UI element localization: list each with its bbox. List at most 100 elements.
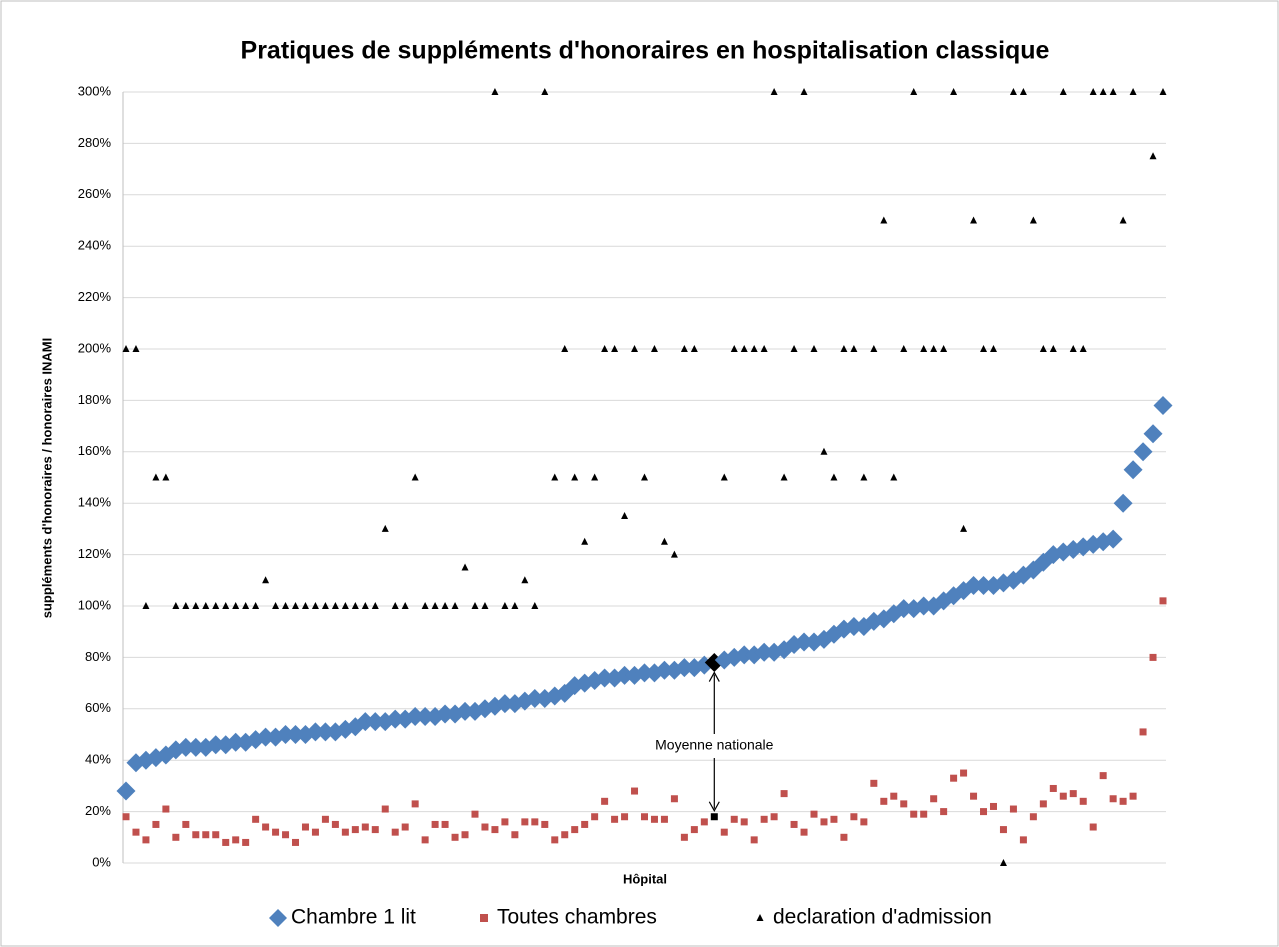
point-triangle [232, 602, 240, 609]
point-square [571, 826, 579, 834]
point-square [381, 805, 389, 813]
point-triangle [780, 473, 788, 481]
point-triangle [561, 345, 569, 352]
point-diamond [1123, 460, 1143, 480]
point-square [770, 813, 778, 821]
point-square [750, 836, 758, 844]
point-triangle [212, 602, 220, 609]
point-square [561, 831, 569, 839]
point-triangle [900, 345, 908, 352]
point-triangle [740, 345, 748, 352]
point-square [1029, 813, 1037, 821]
point-diamond [734, 645, 754, 665]
point-square [1099, 772, 1107, 780]
point-triangle [202, 602, 210, 609]
point-square [272, 828, 280, 836]
point-triangle [282, 602, 290, 609]
point-diamond [305, 722, 325, 742]
point-square [152, 820, 160, 828]
point-triangle [331, 602, 339, 609]
point-triangle [690, 345, 698, 352]
point-triangle [222, 602, 230, 609]
point-square [660, 815, 668, 823]
point-square [511, 831, 519, 839]
point-triangle [521, 576, 529, 584]
point-diamond [635, 663, 654, 683]
point-diamond [615, 665, 635, 685]
point-triangle [361, 602, 369, 609]
point-diamond [365, 712, 385, 732]
point-square [252, 815, 260, 823]
point-diamond [385, 709, 405, 729]
annotation-arrowhead [708, 671, 720, 682]
point-triangle [890, 473, 898, 481]
point-diamond [1143, 424, 1163, 444]
point-square [401, 823, 409, 831]
point-square [262, 823, 270, 831]
point-triangle [790, 345, 798, 352]
point-triangle [501, 602, 509, 609]
point-triangle [511, 602, 519, 609]
point-square [1039, 800, 1047, 808]
point-square [411, 800, 419, 808]
point-square [122, 813, 130, 821]
point-square [182, 820, 190, 828]
y-axis-label: suppléments d'honoraires / honoraires IN… [39, 338, 54, 618]
point-diamond [315, 722, 335, 742]
point-square [930, 795, 938, 803]
point-triangle [341, 602, 349, 609]
point-triangle [351, 602, 359, 609]
point-triangle [650, 345, 658, 352]
point-triangle [1029, 216, 1037, 224]
point-square [860, 818, 868, 826]
point-triangle [680, 345, 688, 352]
point-square [391, 828, 399, 836]
y-tick-label: 200% [78, 340, 112, 355]
point-triangle [551, 473, 559, 481]
point-triangle [451, 602, 459, 609]
point-square [501, 818, 509, 826]
point-diamond [595, 668, 615, 688]
point-square [601, 797, 609, 805]
point-diamond [176, 737, 196, 757]
y-tick-label: 40% [85, 752, 111, 767]
chart-title: Pratiques de suppléments d'honoraires en… [241, 37, 1050, 65]
point-triangle [531, 602, 539, 609]
point-square [481, 823, 489, 831]
point-diamond [914, 596, 934, 616]
point-triangle [1149, 152, 1157, 160]
point-square [910, 810, 918, 818]
point-square [172, 833, 180, 841]
point-square [311, 828, 319, 836]
point-triangle [471, 602, 479, 609]
point-triangle [830, 473, 838, 481]
point-triangle [641, 473, 648, 481]
point-square [292, 838, 300, 846]
point-square [1109, 795, 1117, 803]
y-tick-label: 100% [78, 597, 112, 612]
point-square [960, 769, 968, 777]
point-triangle [960, 524, 968, 532]
point-square [641, 813, 648, 821]
point-diamond [754, 642, 774, 662]
point-triangle [730, 345, 738, 352]
point-square [192, 831, 200, 839]
point-triangle [611, 345, 619, 352]
point-triangle [750, 345, 758, 352]
point-triangle [1099, 88, 1107, 95]
point-triangle [621, 512, 629, 520]
point-square [760, 815, 768, 823]
point-square [142, 836, 150, 844]
point-square [950, 774, 958, 782]
point-square [989, 802, 997, 810]
point-triangle [132, 345, 140, 352]
point-square [1149, 653, 1157, 661]
point-triangle [910, 88, 918, 95]
point-square [700, 818, 708, 826]
point-triangle [1079, 345, 1087, 352]
point-square [371, 826, 379, 834]
point-square [890, 792, 898, 800]
point-triangle [1059, 88, 1067, 95]
point-square [1079, 797, 1087, 805]
point-diamond [974, 575, 994, 595]
